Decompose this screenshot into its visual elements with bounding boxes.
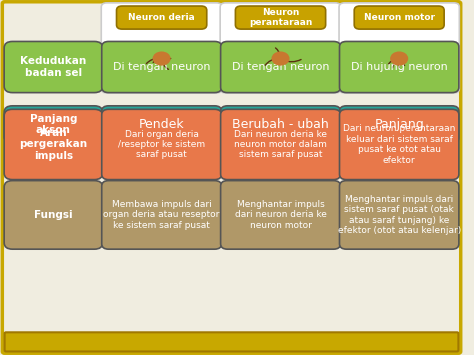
FancyBboxPatch shape [220, 181, 340, 249]
FancyBboxPatch shape [4, 109, 103, 180]
Text: Dari neuron perantaraan
keluar dari sistem saraf
pusat ke otot atau
efektor: Dari neuron perantaraan keluar dari sist… [343, 124, 456, 165]
Text: Pendek: Pendek [139, 118, 184, 131]
FancyBboxPatch shape [102, 42, 221, 93]
Text: Panjang: Panjang [374, 118, 424, 131]
FancyBboxPatch shape [117, 6, 207, 29]
FancyBboxPatch shape [339, 3, 459, 93]
FancyBboxPatch shape [354, 6, 444, 29]
FancyBboxPatch shape [339, 42, 459, 93]
Text: Fungsi: Fungsi [34, 210, 73, 220]
Text: Kedudukan
badan sel: Kedudukan badan sel [20, 56, 87, 78]
FancyBboxPatch shape [102, 109, 221, 180]
FancyBboxPatch shape [236, 6, 326, 29]
FancyBboxPatch shape [101, 3, 222, 93]
Text: Dari organ deria
/reseptor ke sistem
saraf pusat: Dari organ deria /reseptor ke sistem sar… [118, 130, 205, 159]
Text: Menghantar impuls dari
sistem saraf pusat (otak
atau saraf tunjang) ke
efektor (: Menghantar impuls dari sistem saraf pusa… [337, 195, 461, 235]
FancyBboxPatch shape [220, 42, 340, 93]
Text: Dari neuron deria ke
neuron motor dalam
sistem saraf pusat: Dari neuron deria ke neuron motor dalam … [234, 130, 327, 159]
FancyBboxPatch shape [4, 42, 103, 93]
FancyBboxPatch shape [4, 106, 103, 143]
Text: Di hujung neuron: Di hujung neuron [351, 62, 447, 72]
FancyBboxPatch shape [102, 106, 221, 143]
Circle shape [272, 52, 289, 65]
Text: Neuron
perantaraan: Neuron perantaraan [249, 8, 312, 27]
Text: Menghantar impuls
dari neuron deria ke
neuron motor: Menghantar impuls dari neuron deria ke n… [235, 200, 327, 230]
FancyBboxPatch shape [220, 3, 341, 93]
Text: Membawa impuls dari
organ deria atau reseptor
ke sistem saraf pusat: Membawa impuls dari organ deria atau res… [103, 200, 220, 230]
Circle shape [391, 52, 408, 65]
FancyBboxPatch shape [339, 181, 459, 249]
Text: Panjang
akson: Panjang akson [30, 114, 77, 135]
Text: Neuron deria: Neuron deria [128, 13, 195, 22]
Circle shape [153, 52, 170, 65]
Text: Di tengah neuron: Di tengah neuron [113, 62, 210, 72]
Text: Arah
pergerakan
impuls: Arah pergerakan impuls [19, 128, 88, 161]
FancyBboxPatch shape [5, 332, 458, 351]
FancyBboxPatch shape [4, 181, 103, 249]
Text: Neuron motor: Neuron motor [364, 13, 435, 22]
FancyBboxPatch shape [220, 106, 340, 143]
Text: Di tengah neuron: Di tengah neuron [232, 62, 329, 72]
FancyBboxPatch shape [339, 106, 459, 143]
FancyBboxPatch shape [2, 2, 461, 353]
Text: Berubah - ubah: Berubah - ubah [232, 118, 329, 131]
FancyBboxPatch shape [220, 109, 340, 180]
FancyBboxPatch shape [102, 181, 221, 249]
FancyBboxPatch shape [339, 109, 459, 180]
